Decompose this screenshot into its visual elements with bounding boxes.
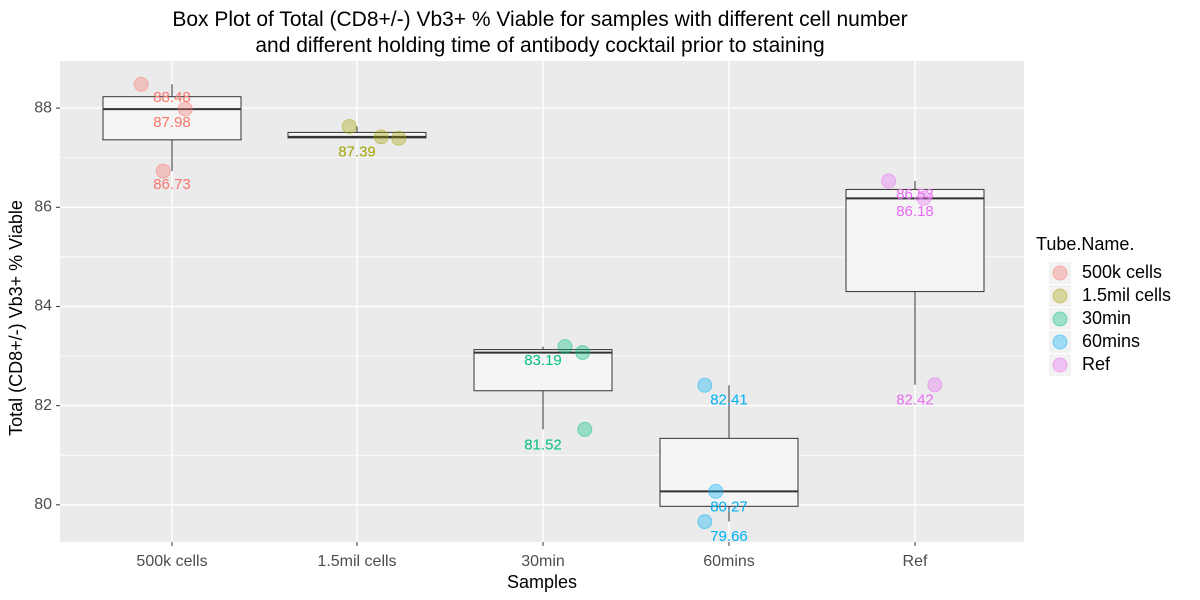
data-label: 82.42 [896, 392, 934, 409]
data-labels: 88.48 87.98 86.73 87.39 83.19 81.52 82.41 80.27… [153, 89, 934, 545]
data-point [155, 163, 171, 179]
legend-key [1049, 308, 1071, 330]
legend-label: 30min [1082, 308, 1131, 328]
data-label: 86.18 [896, 203, 934, 220]
box-body [473, 349, 613, 392]
legend-swatch [1052, 357, 1068, 373]
box-30min [473, 346, 613, 430]
data-label: 86.53 [896, 186, 934, 203]
x-tick-label: 500k cells [136, 553, 207, 570]
legend-key [1049, 262, 1071, 284]
box-body [102, 96, 242, 141]
data-label: 87.39 [338, 144, 376, 161]
y-tick-label: 80 [34, 496, 52, 513]
data-label: 83.19 [524, 352, 562, 369]
data-label: 80.27 [710, 498, 748, 515]
data-point [697, 514, 713, 530]
x-axis-title: Samples [507, 572, 577, 592]
axes: 80 82 84 86 88 500k cells 1.5mil cells 30min 60m… [34, 99, 928, 570]
box-60mins [659, 385, 799, 522]
x-tick-label: 30min [521, 553, 565, 570]
legend-swatch [1052, 288, 1068, 304]
legend-key [1049, 285, 1071, 307]
legend-swatch [1052, 265, 1068, 281]
legend-item: 500k cells [1049, 262, 1162, 284]
data-point [575, 345, 591, 361]
legend-label: 500k cells [1082, 262, 1162, 282]
chart-title: Box Plot of Total (CD8+/-) Vb3+ % Viable… [172, 8, 907, 57]
legend-key [1049, 331, 1071, 353]
data-points [133, 76, 943, 530]
data-point [133, 76, 149, 92]
legend-title: Tube.Name. [1036, 234, 1134, 254]
chart-title-line-2: and different holding time of antibody c… [255, 34, 824, 57]
data-label: 86.73 [153, 176, 191, 193]
legend-item: Ref [1049, 354, 1111, 376]
data-point [927, 377, 943, 393]
legend-label: 60mins [1082, 331, 1140, 351]
x-tick-label: 1.5mil cells [317, 553, 396, 570]
legend: Tube.Name. 500k cells 1.5mil cells 30min 60… [1036, 234, 1171, 376]
y-tick-label: 86 [34, 199, 52, 216]
data-point [177, 101, 193, 117]
y-tick-label: 84 [34, 298, 52, 315]
y-axis-title: Total (CD8+/-) Vb3+ % Viable [6, 200, 26, 436]
data-label: 82.41 [710, 392, 748, 409]
y-tick-label: 88 [34, 99, 52, 116]
data-point [557, 339, 573, 355]
y-tick-label: 82 [34, 397, 52, 414]
box-body [845, 188, 985, 293]
data-label: 81.52 [524, 436, 562, 453]
chart-title-line-1: Box Plot of Total (CD8+/-) Vb3+ % Viable… [172, 8, 907, 31]
data-point [916, 190, 932, 206]
box-ref [845, 181, 985, 385]
data-point [373, 129, 389, 145]
data-label: 88.48 [153, 89, 191, 106]
data-point [391, 130, 407, 146]
legend-label: 1.5mil cells [1082, 285, 1171, 305]
box-1.5mil-cells [287, 126, 427, 139]
data-point [697, 377, 713, 393]
legend-item: 30min [1049, 308, 1131, 330]
legend-key [1049, 354, 1071, 376]
box-body [659, 437, 799, 507]
legend-swatch [1052, 311, 1068, 327]
legend-label: Ref [1082, 354, 1111, 374]
data-point [708, 483, 724, 499]
data-label: 79.66 [710, 528, 748, 545]
data-point [881, 173, 897, 189]
data-label: 87.98 [153, 114, 191, 131]
box-500k-cells [102, 84, 242, 172]
x-tick-label: 60mins [703, 553, 755, 570]
legend-item: 60mins [1049, 331, 1140, 353]
legend-item: 1.5mil cells [1049, 285, 1171, 307]
x-tick-label: Ref [903, 553, 928, 570]
legend-swatch [1052, 334, 1068, 350]
boxes [102, 84, 985, 522]
plot-panel [60, 61, 1024, 542]
data-point [341, 118, 357, 134]
data-point [577, 421, 593, 437]
